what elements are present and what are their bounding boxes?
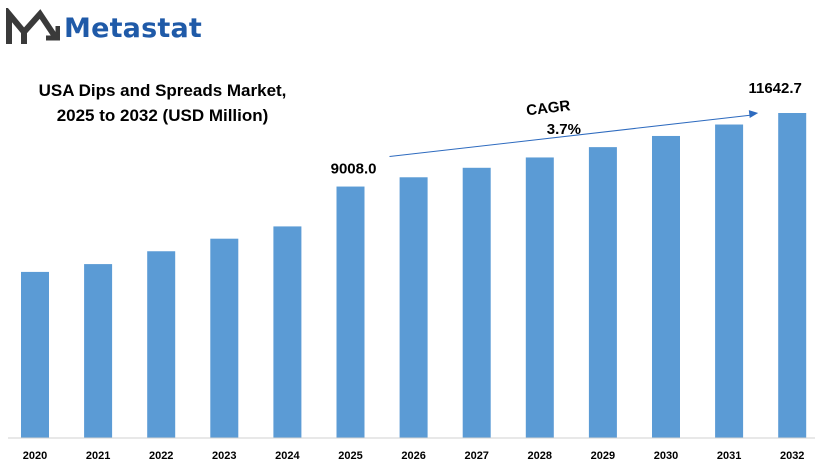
end-value-label: 11642.7	[748, 80, 801, 97]
bar-2022	[147, 251, 176, 438]
cagr-value: 3.7%	[547, 121, 581, 138]
chart-title-line-1: USA Dips and Spreads Market,	[38, 81, 287, 100]
bar-2028	[525, 157, 554, 438]
x-tick-label-2032: 2032	[780, 450, 804, 462]
bar-2021	[84, 264, 113, 438]
bar-2020	[21, 271, 49, 438]
chart-title-line-2: 2025 to 2032 (USD Million)	[56, 106, 269, 125]
bar-2032	[778, 113, 807, 438]
x-tick-label-2021: 2021	[86, 450, 110, 462]
bar-2023	[210, 238, 239, 438]
bar-2025	[336, 186, 365, 438]
bar-2030	[652, 135, 680, 438]
bar-2031	[715, 124, 744, 438]
x-tick-label-2029: 2029	[591, 450, 615, 462]
bar-2029	[588, 147, 617, 438]
bar-2027	[462, 167, 491, 438]
x-tick-label-2027: 2027	[464, 450, 488, 462]
bar-2024	[273, 226, 302, 438]
x-tick-label-2028: 2028	[528, 450, 552, 462]
logo-text: Metastat	[64, 12, 203, 44]
x-tick-label-2023: 2023	[212, 450, 236, 462]
chart-title: USA Dips and Spreads Market, 2025 to 203…	[20, 78, 305, 128]
bar-2026	[399, 177, 428, 438]
metastat-logo: Metastat	[6, 8, 202, 48]
metastat-logo-icon	[6, 8, 60, 44]
cagr-label: CAGR	[525, 97, 571, 119]
cagr-arrow-head	[748, 110, 759, 119]
x-tick-label-2026: 2026	[401, 450, 425, 462]
start-value-label: 9008.0	[331, 161, 377, 178]
x-tick-label-2024: 2024	[275, 450, 300, 462]
x-tick-label-2030: 2030	[654, 450, 678, 462]
x-tick-label-2025: 2025	[338, 450, 362, 462]
x-tick-label-2031: 2031	[717, 450, 741, 462]
cagr-arrow	[389, 114, 753, 158]
x-tick-label-2020: 2020	[23, 450, 47, 462]
x-tick-label-2022: 2022	[149, 450, 173, 462]
